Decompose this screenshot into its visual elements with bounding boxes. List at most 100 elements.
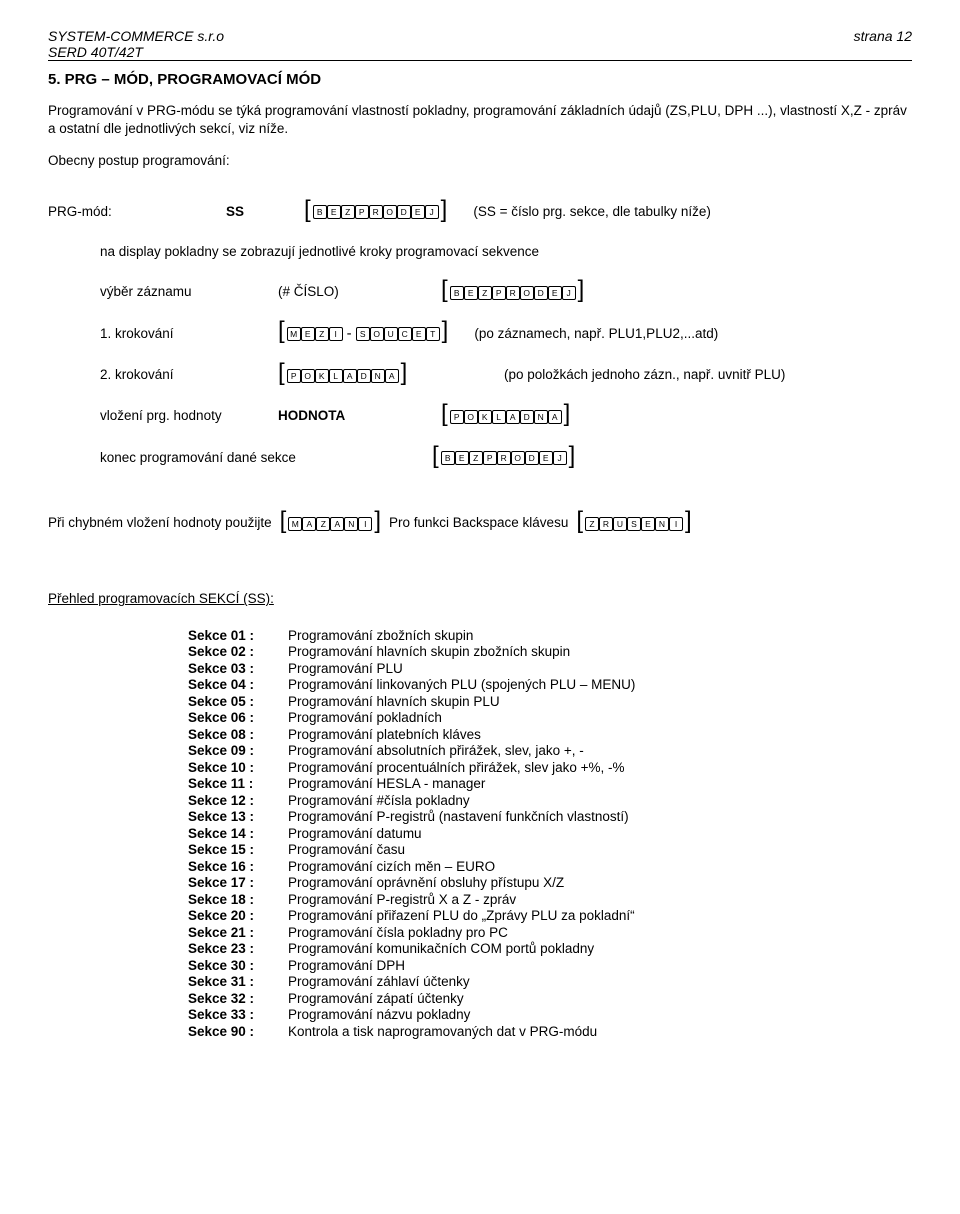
sekce-desc: Programování přiřazení PLU do „Zprávy PL… [288,908,912,923]
sekce-desc: Programování názvu pokladny [288,1007,912,1022]
bezprodej-key: B [441,451,455,465]
pokladna-key: O [464,410,478,424]
sekce-row: Sekce 90 :Kontrola a tisk naprogramovaný… [188,1024,912,1039]
pokladna-key: K [315,369,329,383]
vyber-val: (# ČÍSLO) [278,284,433,299]
section-title: 5. PRG – MÓD, PROGRAMOVACÍ MÓD [48,71,912,88]
sekce-row: Sekce 10 :Programování procentuálních př… [188,760,912,775]
sekce-desc: Programování hlavních skupin PLU [288,694,912,709]
bezprodej-key: R [506,286,520,300]
sekce-desc: Programování pokladních [288,710,912,725]
sekce-row: Sekce 21 :Programování čísla pokladny pr… [188,925,912,940]
intro-text: Programování v PRG-módu se týká programo… [48,102,912,138]
mezi-key: I [329,327,343,341]
sekce-row: Sekce 08 :Programování platebních kláves [188,727,912,742]
keys-pokladna-2: [ POKLADNA ] [441,407,570,424]
bracket-left-icon: [ [278,324,285,341]
sekce-desc: Programování PLU [288,661,912,676]
sekce-label: Sekce 15 : [188,842,288,857]
sekce-label: Sekce 10 : [188,760,288,775]
soucet-key: E [412,327,426,341]
ss-code: SS [226,204,296,219]
sekce-row: Sekce 05 :Programování hlavních skupin P… [188,694,912,709]
mazani-key: N [344,517,358,531]
sekce-row: Sekce 12 :Programování #čísla pokladny [188,793,912,808]
bezprodej-key: D [534,286,548,300]
bezprodej-key: Z [478,286,492,300]
sekce-row: Sekce 13 :Programování P-registrů (nasta… [188,809,912,824]
sekce-label: Sekce 06 : [188,710,288,725]
bezprodej-key: E [548,286,562,300]
bezprodej-key: P [483,451,497,465]
ss-note: (SS = číslo prg. sekce, dle tabulky níže… [473,204,710,219]
zruseni-key: S [627,517,641,531]
krok1-line: 1. krokování [ MEZI - SOUCET ] (po zázna… [100,324,912,341]
bezprodej-key: E [539,451,553,465]
bracket-left-icon: [ [576,514,583,531]
sekce-row: Sekce 17 :Programování oprávnění obsluhy… [188,875,912,890]
bezprodej-key: J [553,451,567,465]
sekce-row: Sekce 15 :Programování času [188,842,912,857]
zruseni-key: U [613,517,627,531]
sekce-row: Sekce 09 :Programování absolutních přirá… [188,743,912,758]
sekce-desc: Programování linkovaných PLU (spojených … [288,677,912,692]
bezprodej-key: R [497,451,511,465]
sekce-desc: Programování HESLA - manager [288,776,912,791]
sekce-label: Sekce 12 : [188,793,288,808]
bracket-right-icon: ] [374,514,381,531]
bezprodej-key: D [397,205,411,219]
bezprodej-key: P [492,286,506,300]
keys-bezprodej-2: [ BEZPRODEJ ] [441,283,584,300]
bracket-left-icon: [ [441,407,448,424]
company-name: SYSTEM-COMMERCE s.r.o [48,28,224,44]
keys-bezprodej-1: [ BEZPRODEJ ] [304,203,447,220]
sekce-label: Sekce 08 : [188,727,288,742]
pokladna-key: P [450,410,464,424]
page-number: strana 12 [854,28,912,44]
sekce-row: Sekce 31 :Programování záhlaví účtenky [188,974,912,989]
sekce-label: Sekce 09 : [188,743,288,758]
vyber-line: výběr záznamu (# ČÍSLO) [ BEZPRODEJ ] [100,283,912,300]
bracket-right-icon: ] [401,366,408,383]
soucet-key: O [370,327,384,341]
pokladna-key: A [385,369,399,383]
bezprodej-key: Z [469,451,483,465]
bracket-right-icon: ] [441,203,448,220]
krok2-line: 2. krokování [ POKLADNA ] (po položkách … [100,366,912,383]
keys-bezprodej-3: [ BEZPRODEJ ] [432,449,575,466]
vlozeni-label: vložení prg. hodnoty [100,408,270,423]
sekce-row: Sekce 30 :Programování DPH [188,958,912,973]
sekce-desc: Programování platebních kláves [288,727,912,742]
sekce-label: Sekce 90 : [188,1024,288,1039]
mezi-key: E [301,327,315,341]
sekce-label: Sekce 11 : [188,776,288,791]
krok2-after: (po položkách jednoho zázn., např. uvnit… [504,367,785,382]
sekce-desc: Programování #čísla pokladny [288,793,912,808]
sekce-row: Sekce 06 :Programování pokladních [188,710,912,725]
bezprodej-key: O [520,286,534,300]
pokladna-key: D [357,369,371,383]
bracket-right-icon: ] [564,407,571,424]
mezi-key: M [287,327,301,341]
sekce-label: Sekce 14 : [188,826,288,841]
mazani-key: A [330,517,344,531]
sekce-row: Sekce 33 :Programování názvu pokladny [188,1007,912,1022]
bracket-left-icon: [ [304,203,311,220]
sekce-desc: Programování hlavních skupin zbožních sk… [288,644,912,659]
bezprodej-key: J [562,286,576,300]
sekce-row: Sekce 16 :Programování cizích měn – EURO [188,859,912,874]
mazani-key: A [302,517,316,531]
konec-label: konec programování dané sekce [100,450,424,465]
sekce-desc: Kontrola a tisk naprogramovaných dat v P… [288,1024,912,1039]
bezprodej-key: D [525,451,539,465]
vyber-label: výběr záznamu [100,284,270,299]
sekce-row: Sekce 23 :Programování komunikačních COM… [188,941,912,956]
sekce-row: Sekce 04 :Programování linkovaných PLU (… [188,677,912,692]
sekce-desc: Programování zbožních skupin [288,628,912,643]
pokladna-key: A [343,369,357,383]
krok1-after: (po záznamech, např. PLU1,PLU2,...atd) [474,326,718,341]
sekce-row: Sekce 32 :Programování zápatí účtenky [188,991,912,1006]
sekce-label: Sekce 16 : [188,859,288,874]
sekce-label: Sekce 05 : [188,694,288,709]
sekce-row: Sekce 01 :Programování zbožních skupin [188,628,912,643]
